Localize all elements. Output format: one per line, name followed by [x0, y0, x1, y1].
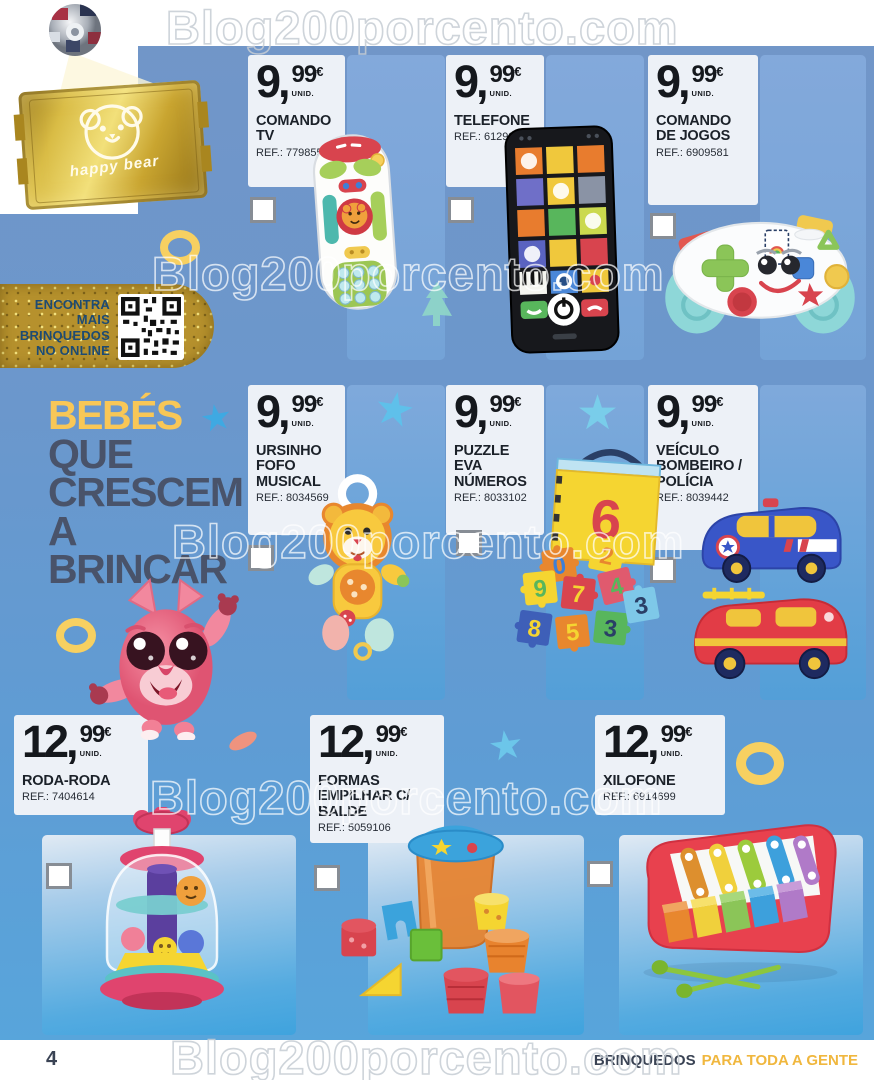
price: 9, 99 € UNID.: [256, 386, 324, 437]
product-name: VEÍCULO BOMBEIRO / POLÍCIA: [656, 442, 742, 490]
price: 9, 99 € UNID.: [256, 56, 324, 107]
product-card: 12, 99 € UNID. RODA-RODA REF.: 7404614: [14, 715, 148, 815]
veiculo-image: [693, 498, 848, 680]
product-tile: 12, 99 € UNID. FORMAS EMPILHAR C/ BALDE RE…: [308, 715, 584, 1037]
section-heading-highlight: BEBÉS: [48, 392, 183, 438]
footer-tagline: PARA TODA A GENTE: [701, 1052, 858, 1069]
footer-right: BRINQUEDOS PARA TODA A GENTE: [594, 1052, 858, 1069]
product-tile: 12, 99 € UNID. XILOFONE REF.: 6914699: [587, 715, 863, 1037]
ring-icon: [160, 230, 200, 265]
product-card: 12, 99 € UNID. FORMAS EMPILHAR C/ BALDE RE…: [310, 715, 444, 843]
footer-bar: [0, 1040, 874, 1080]
product-card: 9, 99 € UNID. URSINHO FOFO MUSICAL REF.: 8…: [248, 385, 345, 535]
ring-icon: [56, 618, 96, 653]
product-card: 9, 99 € UNID. PUZZLE EVA NÚMEROS REF.: 803…: [446, 385, 544, 535]
comando-tv-image: [312, 134, 398, 310]
product-name: COMANDO TV: [256, 112, 332, 145]
product-card: 9, 99 € UNID. COMANDO DE JOGOS REF.: 69095…: [648, 55, 758, 205]
svg-text:7: 7: [570, 581, 586, 609]
product-ref: REF.: 7798551: [256, 146, 329, 159]
ursinho-image: [308, 474, 410, 661]
formas-empilhar-image: [341, 825, 540, 1014]
product-ref: REF.: 7404614: [22, 791, 95, 804]
price: 12, 99 € UNID.: [22, 716, 112, 767]
telefone-image: [504, 125, 620, 354]
footer-brand: BRINQUEDOS: [593, 1052, 696, 1069]
svg-text:2: 2: [597, 542, 616, 571]
svg-text:5: 5: [565, 619, 581, 647]
price: 9, 99 € UNID.: [454, 386, 522, 437]
product-name: FORMAS EMPILHAR C/ BALDE: [318, 772, 411, 820]
product-tile: 9, 99 € UNID. COMANDO DE JOGOS REF.: 69095…: [648, 55, 866, 360]
price: 12, 99 € UNID.: [318, 716, 408, 767]
price: 9, 99 € UNID.: [656, 56, 724, 107]
price: 12, 99 € UNID.: [603, 716, 693, 767]
xilofone-image: [643, 824, 838, 998]
product-name: PUZZLE EVA NÚMEROS: [454, 442, 527, 490]
top-white-strip: [0, 0, 874, 46]
product-name: TELEFONE: [454, 112, 530, 129]
product-tile: 9, 99 € UNID. PUZZLE EVA NÚMEROS REF.: 803…: [446, 385, 662, 700]
price: 9, 99 € UNID.: [454, 56, 522, 107]
tree-icon: [422, 282, 452, 326]
section-heading: BEBÉS QUE CRESCEM A BRINCAR: [48, 392, 244, 593]
happy-bear-gold-plate: happy bear: [13, 79, 213, 211]
product-select-checkbox[interactable]: [46, 863, 72, 889]
comando-jogos-image: [665, 215, 855, 334]
price: 9, 99 € UNID.: [656, 386, 724, 437]
svg-text:3: 3: [603, 615, 619, 643]
product-tile: 12, 99 € UNID. RODA-RODA REF.: 7404614: [12, 715, 296, 1037]
product-ref: REF.: 8039442: [656, 492, 729, 505]
product-select-checkbox[interactable]: [248, 545, 274, 571]
product-name: COMANDO DE JOGOS: [656, 112, 732, 145]
product-ref: REF.: 6909581: [656, 146, 729, 159]
product-ref: REF.: 8034569: [256, 492, 329, 505]
product-name: URSINHO FOFO MUSICAL: [256, 442, 322, 490]
promo-banner: ENCONTRA MAIS BRINQUEDOS NO ONLINE: [0, 284, 214, 368]
promo-text: ENCONTRA MAIS BRINQUEDOS NO ONLINE: [19, 297, 110, 358]
product-tile: 9, 99 € UNID. VEÍCULO BOMBEIRO / POLÍCIA R…: [648, 385, 866, 700]
svg-text:3: 3: [632, 592, 650, 621]
pink-fox-mascot: [89, 578, 239, 740]
product-select-checkbox[interactable]: [448, 197, 474, 223]
product-ref: REF.: 8033102: [454, 492, 527, 505]
product-ref: REF.: 6914699: [603, 791, 676, 804]
product-select-checkbox[interactable]: [587, 861, 613, 887]
product-select-checkbox[interactable]: [456, 530, 482, 556]
product-card: 12, 99 € UNID. XILOFONE REF.: 6914699: [595, 715, 725, 815]
product-select-checkbox[interactable]: [650, 213, 676, 239]
bear-face-icon: [79, 104, 143, 160]
product-name: RODA-RODA: [22, 772, 111, 789]
svg-text:8: 8: [526, 615, 543, 644]
svg-text:9: 9: [532, 575, 548, 603]
product-select-checkbox[interactable]: [250, 197, 276, 223]
product-tile: 9, 99 € UNID. URSINHO FOFO MUSICAL REF.: 8…: [248, 385, 445, 700]
qr-code: [118, 294, 184, 360]
product-name: XILOFONE: [603, 772, 676, 789]
svg-text:0: 0: [551, 552, 568, 581]
product-select-checkbox[interactable]: [314, 865, 340, 891]
roda-roda-image: [100, 807, 224, 1010]
product-tile: 9, 99 € UNID. COMANDO TV REF.: 7798551: [248, 55, 445, 360]
ring-icon: [736, 742, 784, 785]
puzzle-eva-image: 6 0 2 9 7 4 8 5 3 3: [514, 449, 662, 652]
product-ref: REF.: 5059106: [318, 822, 391, 835]
page-number: 4: [46, 1048, 58, 1070]
product-tile: 9, 99 € UNID. TELEFONE REF.: 6129925: [446, 55, 644, 360]
